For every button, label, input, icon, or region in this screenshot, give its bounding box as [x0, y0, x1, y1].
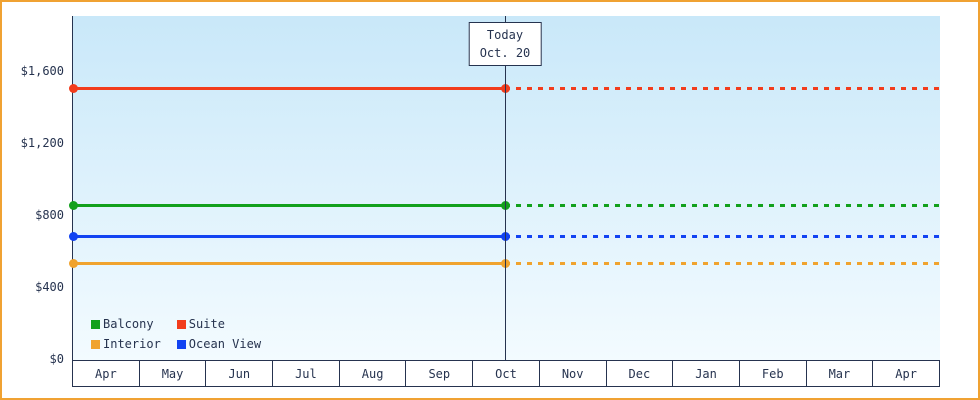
x-axis-month: Sep	[405, 360, 474, 387]
series-dotted-balcony	[505, 204, 939, 208]
y-axis-tick-label: $1,600	[20, 64, 64, 78]
y-axis-tick-label: $0	[49, 352, 64, 366]
x-axis-month: Oct	[472, 360, 540, 387]
series-point-interior	[69, 258, 78, 268]
x-axis-month: Dec	[605, 360, 674, 387]
x-axis-month: Feb	[738, 360, 807, 387]
y-axis-tick-label: $400	[35, 280, 64, 294]
series-point-ocean-view	[69, 231, 78, 241]
series-point-balcony	[69, 201, 78, 211]
today-marker-line	[505, 16, 506, 360]
legend-item: Balcony	[91, 317, 161, 331]
x-axis-month: Mar	[805, 360, 874, 387]
interior-color-swatch	[91, 339, 100, 349]
series-solid-interior	[73, 261, 505, 265]
today-label-date: Oct. 20	[479, 46, 531, 60]
series-solid-ocean-view	[73, 234, 505, 238]
legend-item: Ocean View	[176, 337, 262, 351]
plot-area: Today Oct. 20 Balcony Suite Interior Ocean …	[69, 16, 940, 360]
today-label-box: Today Oct. 20	[468, 22, 542, 66]
series-dotted-interior	[505, 261, 939, 265]
x-axis-month: Apr	[72, 360, 140, 387]
series-solid-suite	[73, 87, 505, 91]
series-point-suite	[69, 84, 78, 94]
x-axis-month: Jan	[672, 360, 740, 387]
legend-label: Interior	[103, 337, 161, 351]
x-axis-month: Nov	[538, 360, 607, 387]
ocean-view-color-swatch	[176, 339, 186, 349]
legend-label: Balcony	[103, 317, 154, 331]
suite-color-swatch	[176, 319, 186, 329]
legend: Balcony Suite Interior Ocean View	[91, 317, 261, 351]
series-solid-balcony	[73, 204, 505, 208]
legend-item: Suite	[176, 317, 261, 331]
today-label-title: Today	[486, 28, 524, 42]
y-axis-tick-label: $1,200	[20, 136, 64, 150]
x-axis-month: Apr	[872, 360, 940, 387]
x-axis-month: Jul	[272, 360, 340, 387]
x-axis-month-labels: Apr May Jun Jul Aug Sep Oct Nov Dec Jan Feb Mar Apr	[72, 360, 940, 387]
series-dotted-ocean-view	[505, 234, 939, 238]
x-axis-month: Aug	[338, 360, 407, 387]
x-axis-month: Jun	[205, 360, 274, 387]
legend-item: Interior	[91, 337, 161, 351]
x-axis-month: May	[138, 360, 207, 387]
series-dotted-suite	[505, 87, 939, 91]
y-axis-labels: $0 $400 $800 $1,200 $1,600	[2, 2, 64, 398]
legend-label: Ocean View	[188, 337, 262, 351]
legend-label: Suite	[188, 317, 225, 331]
y-axis-tick-label: $800	[35, 208, 64, 222]
balcony-color-swatch	[91, 319, 100, 329]
